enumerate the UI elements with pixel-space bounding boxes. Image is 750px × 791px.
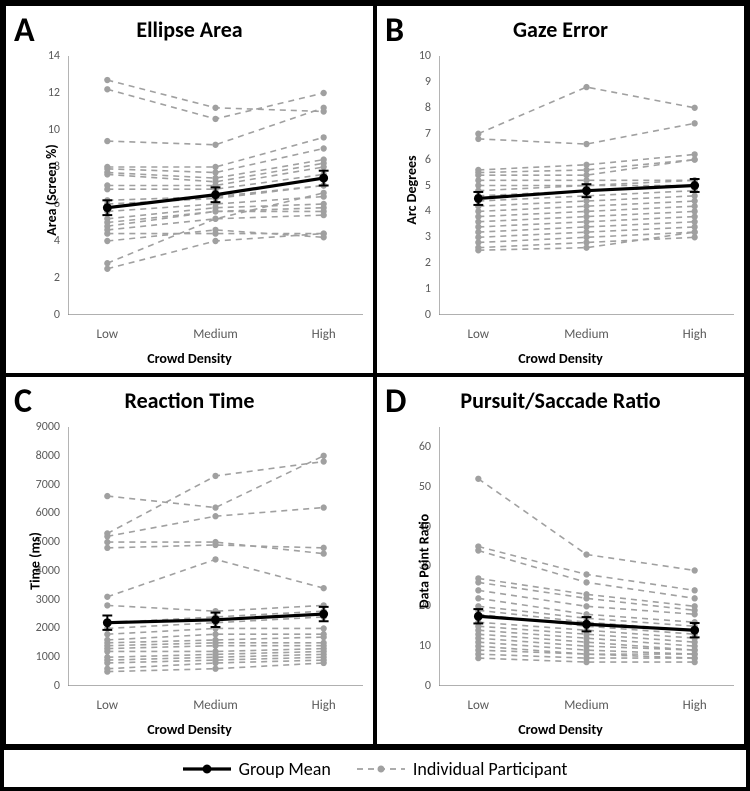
x-tick-labels: LowMediumHigh (68, 327, 363, 347)
y-axis-label: Data Point Ratio (416, 513, 433, 607)
panel-c: CReaction Time01000200030004000500060007… (4, 375, 375, 746)
panel-title: Pursuit/Saccade Ratio (377, 387, 744, 414)
panel-b: BGaze Error012345678910LowMediumHighArc … (375, 4, 746, 375)
x-axis-label: Crowd Density (377, 721, 744, 738)
plot-area (439, 427, 734, 686)
x-tick-labels: LowMediumHigh (68, 698, 363, 718)
panels-grid: AEllipse Area02468101214LowMediumHighAre… (4, 4, 746, 746)
panel-d: DPursuit/Saccade Ratio0102030405060LowMe… (375, 375, 746, 746)
legend-mean: Group Mean (183, 758, 331, 780)
legend: Group Mean Individual Participant (4, 746, 746, 787)
y-axis-label: Arc Degrees (403, 155, 420, 224)
x-axis-label: Crowd Density (6, 350, 373, 367)
panel-title: Reaction Time (6, 387, 373, 414)
legend-individual-label: Individual Participant (413, 758, 568, 780)
plot-area (68, 56, 363, 315)
panel-title: Ellipse Area (6, 16, 373, 43)
legend-mean-swatch (183, 759, 231, 779)
x-tick-labels: LowMediumHigh (439, 327, 734, 347)
panel-title: Gaze Error (377, 16, 744, 43)
legend-mean-label: Group Mean (239, 758, 331, 780)
y-axis-label: Time (ms) (26, 532, 43, 590)
legend-individual-swatch (357, 759, 405, 779)
x-tick-labels: LowMediumHigh (439, 698, 734, 718)
plot-area (68, 427, 363, 686)
figure-container: AEllipse Area02468101214LowMediumHighAre… (0, 0, 750, 791)
y-axis-label: Area (Screen %) (43, 144, 60, 235)
x-axis-label: Crowd Density (377, 350, 744, 367)
plot-area (439, 56, 734, 315)
panel-a: AEllipse Area02468101214LowMediumHighAre… (4, 4, 375, 375)
legend-individual: Individual Participant (357, 758, 568, 780)
x-axis-label: Crowd Density (6, 721, 373, 738)
